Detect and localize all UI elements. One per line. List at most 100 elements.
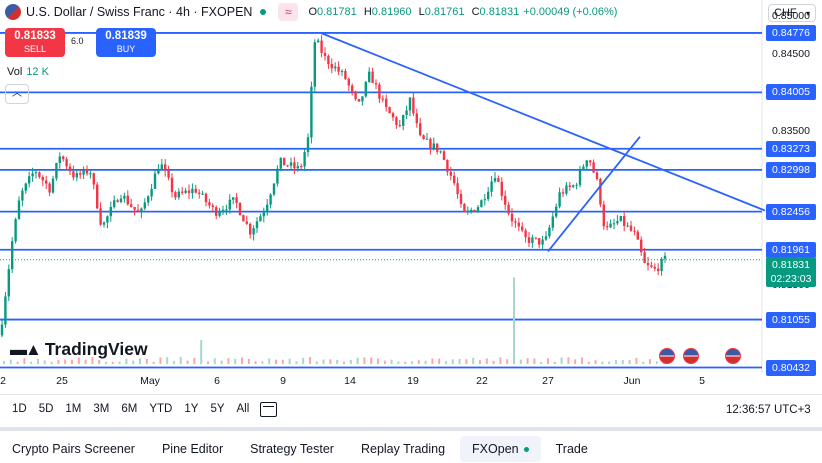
candle-body	[106, 216, 109, 223]
volume-bar	[417, 360, 420, 364]
candle-body	[62, 156, 65, 160]
candle-body	[242, 215, 245, 222]
candle-body	[527, 237, 531, 243]
candle-body	[17, 200, 21, 220]
candle-body	[459, 194, 463, 204]
tab-crypto-pairs-screener[interactable]: Crypto Pairs Screener	[12, 441, 135, 456]
candle-body	[82, 168, 85, 175]
volume-bar	[621, 360, 624, 364]
timeframe-3m[interactable]: 3M	[93, 403, 110, 415]
candle-body	[442, 151, 446, 160]
volume-bar	[105, 361, 107, 364]
tradingview-logo-icon: ▬▲	[10, 339, 42, 359]
us-flag-event-icon[interactable]	[725, 348, 741, 364]
us-flag-event-icon[interactable]	[683, 348, 699, 364]
candle-body	[541, 239, 544, 245]
volume-bar	[77, 357, 80, 364]
volume-bar	[159, 357, 162, 364]
volume-bar	[37, 358, 39, 364]
candle-body	[575, 184, 578, 186]
tab-pine-editor[interactable]: Pine Editor	[161, 441, 224, 456]
candle-body	[262, 212, 265, 217]
us-flag-event-icon[interactable]	[659, 348, 675, 364]
timeframe-5d[interactable]: 5D	[38, 403, 54, 415]
candle-body	[395, 117, 398, 126]
tab-replay-trading[interactable]: Replay Trading	[360, 441, 446, 456]
candle-body	[160, 164, 163, 170]
candle-body	[89, 173, 92, 175]
candle-body	[11, 241, 14, 270]
alert-icon[interactable]: ≈	[278, 3, 299, 21]
candle-body	[378, 84, 381, 99]
timeframe-5y[interactable]: 5Y	[210, 403, 225, 415]
timeframe-1m[interactable]: 1M	[65, 403, 82, 415]
candle-body	[500, 181, 503, 196]
time-tick-label: 25	[56, 375, 68, 387]
timeframe-6m[interactable]: 6M	[121, 403, 138, 415]
candle-body	[473, 209, 476, 212]
candle-body	[612, 223, 616, 225]
candle-body	[109, 207, 112, 217]
volume-bar	[173, 361, 175, 364]
candle-body	[490, 181, 493, 192]
volume-bar	[322, 359, 325, 364]
candle-body	[432, 143, 435, 149]
volume-bar	[186, 360, 189, 364]
candle-body	[402, 115, 405, 126]
time-tick-label: 9	[280, 375, 286, 387]
candle-body	[429, 138, 432, 149]
candle-body	[221, 209, 225, 213]
volume-bar	[309, 357, 311, 364]
candle-body	[28, 176, 31, 184]
timeframe-1d[interactable]: 1D	[12, 403, 27, 415]
candle-body	[436, 143, 439, 152]
timeframe-1y[interactable]: 1Y	[184, 403, 199, 415]
candle-body	[463, 203, 466, 213]
candle-body	[259, 216, 262, 222]
current-price-label: 0.81831 02:23:03	[766, 257, 816, 287]
price-change: +0.00049 (+0.06%)	[523, 6, 618, 18]
buy-label: BUY	[116, 44, 136, 54]
price-chart[interactable]	[0, 0, 822, 395]
collapse-legend-button[interactable]: ︿	[5, 84, 29, 104]
symbol-title[interactable]: U.S. Dollar / Swiss Franc · 4h · FXOPEN	[26, 5, 253, 19]
candle-body	[269, 194, 272, 205]
timeframe-ytd[interactable]: YTD	[149, 403, 173, 415]
sell-button[interactable]: 0.81833 SELL	[5, 28, 65, 57]
calendar-icon[interactable]	[260, 402, 277, 417]
volume-bar	[465, 359, 468, 364]
currency-selector[interactable]: CHF ▾	[768, 4, 816, 22]
clock[interactable]: 12:36:57 UTC+3	[726, 404, 811, 416]
divider	[0, 427, 822, 431]
time-tick-label: 27	[542, 375, 554, 387]
candle-body	[568, 185, 571, 187]
tab-trade[interactable]: Trade	[555, 441, 588, 456]
volume-bar	[581, 357, 583, 364]
candle-body	[130, 204, 133, 207]
volume-bar	[9, 359, 12, 364]
connected-icon	[523, 446, 529, 452]
candle-body	[79, 173, 82, 175]
chart-header: U.S. Dollar / Swiss Franc · 4h · FXOPEN …	[0, 0, 617, 24]
candle-body	[589, 160, 592, 163]
currency-label: CHF	[774, 7, 797, 19]
sell-price: 0.81833	[14, 30, 56, 42]
candle-body	[371, 71, 374, 84]
volume-bar	[397, 361, 400, 364]
volume-bar	[71, 359, 73, 364]
volume-bar	[43, 360, 46, 364]
candle-body	[300, 166, 303, 168]
buy-button[interactable]: 0.81839 BUY	[96, 28, 156, 57]
tab-strategy-tester[interactable]: Strategy Tester	[250, 441, 334, 456]
volume-legend: Vol 12 K	[7, 66, 49, 78]
volume-bar	[247, 358, 250, 364]
candle-body	[657, 268, 660, 272]
candle-body	[303, 152, 306, 167]
tab-fxopen[interactable]: FXOpen	[460, 435, 541, 462]
candle-body	[422, 135, 425, 139]
volume-bar	[363, 357, 366, 364]
volume-bar	[329, 359, 332, 364]
candle-body	[354, 91, 357, 99]
volume-bar	[655, 361, 658, 364]
timeframe-all[interactable]: All	[236, 403, 250, 415]
